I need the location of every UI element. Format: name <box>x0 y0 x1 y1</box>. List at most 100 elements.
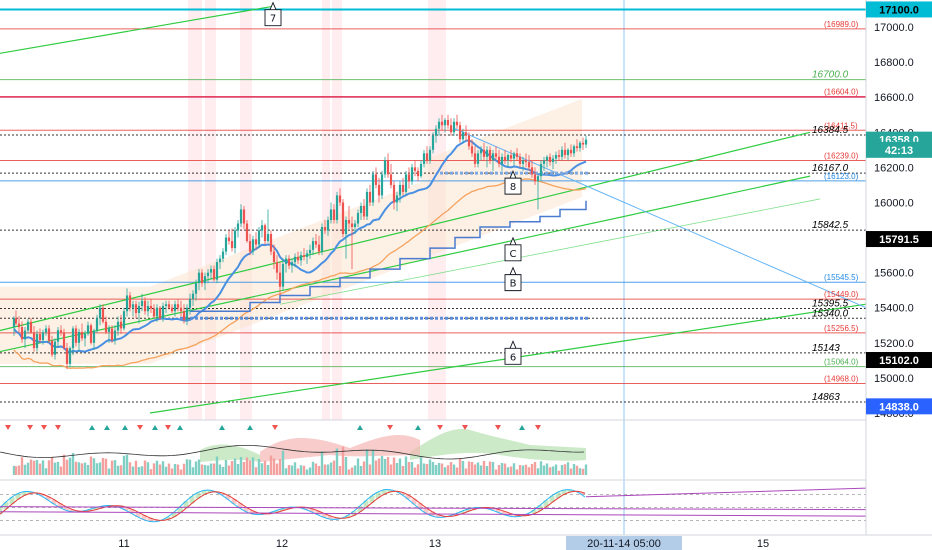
candle <box>566 148 570 161</box>
candle <box>563 142 567 159</box>
volume-bar <box>263 460 267 475</box>
candle <box>119 314 123 335</box>
volume-bar <box>95 463 99 475</box>
candle <box>524 153 528 168</box>
candle <box>47 325 51 343</box>
volume-bar <box>101 458 105 475</box>
price-tick-label: 15000.0 <box>874 373 914 385</box>
candle <box>350 216 354 270</box>
wave-label: 6 <box>504 340 522 365</box>
candle <box>269 230 273 256</box>
volume-bar <box>134 460 138 475</box>
volume-bar <box>167 463 171 475</box>
price-envelope <box>0 98 582 364</box>
volume-bar <box>200 464 204 475</box>
oscillator-d <box>0 490 586 521</box>
candle <box>485 146 489 168</box>
candle <box>575 139 579 152</box>
volume-bar <box>281 450 285 475</box>
volume-bar <box>14 466 18 475</box>
candle <box>158 305 162 321</box>
candle <box>275 255 279 280</box>
volume-bar <box>35 460 39 475</box>
candle <box>41 329 45 345</box>
signal-marker <box>152 425 158 430</box>
level-label: 15842.5 <box>812 220 849 231</box>
volume-bar <box>335 448 339 475</box>
level-label: (16239.0) <box>824 152 859 161</box>
candle <box>77 328 81 352</box>
signal-marker <box>27 425 33 430</box>
candle <box>200 269 204 287</box>
candlestick-series <box>12 114 588 370</box>
signal-marker <box>104 425 110 430</box>
date-tick-label: 11 <box>118 538 129 550</box>
volume-bar <box>371 450 375 475</box>
level-label: 14863 <box>812 392 840 403</box>
volume-bar <box>452 464 456 475</box>
volume-bar <box>146 462 150 475</box>
price-tag: 15102.0 <box>866 352 932 369</box>
signal-marker <box>415 425 421 430</box>
candle <box>494 146 498 161</box>
volume-bar <box>248 460 252 475</box>
candle <box>545 155 549 168</box>
volume-bar <box>365 449 369 475</box>
candle <box>329 202 333 224</box>
volume-bar <box>422 463 426 475</box>
candle <box>476 149 480 168</box>
time-badge <box>566 536 682 550</box>
level-label: (15064.0) <box>824 358 859 367</box>
volume-bar <box>392 457 396 475</box>
candle <box>89 323 93 345</box>
volume-bar <box>161 461 165 475</box>
candle <box>434 125 438 143</box>
candle <box>461 128 465 143</box>
candle <box>278 262 282 296</box>
signal-marker <box>41 425 47 430</box>
candle <box>290 258 294 273</box>
candle <box>59 325 63 336</box>
volume-bar <box>143 460 147 475</box>
candle <box>446 114 450 129</box>
volume-bar <box>383 459 387 475</box>
volume-bar <box>479 465 483 475</box>
candle <box>452 118 456 136</box>
volume-bar <box>62 454 66 475</box>
candle <box>212 265 216 282</box>
candle <box>173 300 177 317</box>
candle <box>65 342 69 370</box>
volume-bar <box>536 468 540 475</box>
volume-bar <box>410 462 414 475</box>
candle <box>497 149 501 168</box>
volume-bar <box>239 457 243 475</box>
volume-bar <box>368 464 372 475</box>
volume-bar <box>179 469 183 475</box>
candle <box>551 155 555 170</box>
price-tick-label: 16800.0 <box>874 57 914 69</box>
volume-bar <box>569 468 573 475</box>
volume-bar <box>380 456 384 475</box>
candle <box>179 300 183 317</box>
candle <box>74 325 78 347</box>
candle <box>323 220 327 235</box>
wave-label-text: 7 <box>270 14 276 25</box>
candle <box>191 290 195 306</box>
wave-label: 7 <box>264 1 282 27</box>
candle <box>245 220 249 243</box>
signal-marker <box>462 425 468 430</box>
candle <box>374 167 378 189</box>
volume-bar <box>461 461 465 475</box>
candle <box>332 204 336 224</box>
candle <box>482 142 486 161</box>
volume-bar <box>584 464 588 475</box>
volume-bar <box>494 469 498 475</box>
volume-bar <box>419 457 423 475</box>
candle <box>560 146 564 161</box>
volume-bar <box>149 469 153 475</box>
volume-bar <box>446 465 450 475</box>
price-tag-text: 42:13 <box>885 145 913 157</box>
volume-bar <box>12 465 16 475</box>
wave-label-text: B <box>510 279 517 290</box>
